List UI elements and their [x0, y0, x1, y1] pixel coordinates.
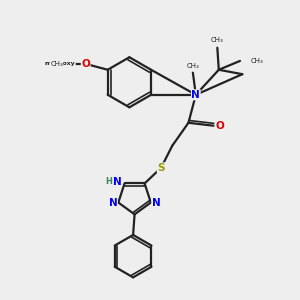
Text: methoxy: methoxy: [45, 61, 75, 66]
Text: CH₃: CH₃: [187, 63, 199, 69]
Text: CH₃: CH₃: [211, 37, 224, 43]
Text: N: N: [109, 197, 117, 208]
Text: O: O: [81, 59, 90, 69]
Text: S: S: [157, 163, 165, 173]
Text: CH₃: CH₃: [50, 61, 63, 67]
Text: N: N: [191, 90, 200, 100]
Text: H: H: [105, 178, 112, 187]
Text: CH₃: CH₃: [250, 58, 263, 64]
Text: O: O: [216, 121, 224, 131]
Text: N: N: [113, 177, 122, 187]
Text: N: N: [152, 197, 161, 208]
